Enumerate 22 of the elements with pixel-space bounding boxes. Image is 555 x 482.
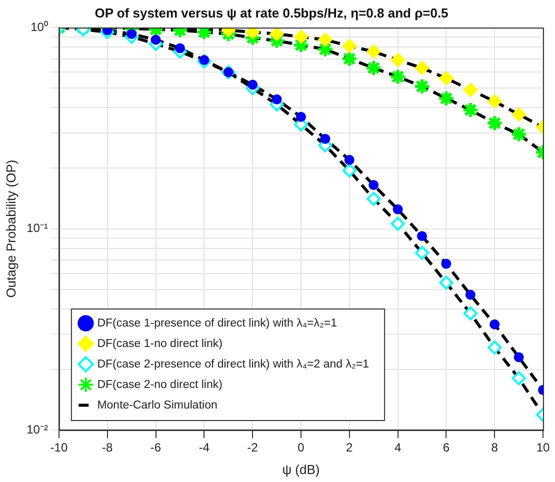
x-tick-label: -2 [247,440,258,455]
y-tick-label: 10⁻¹ [26,221,48,236]
x-tick-label: 2 [346,440,354,455]
x-tick-label: -8 [102,440,114,455]
x-tick-label: 10 [536,440,550,455]
x-tick-label: -4 [198,440,210,455]
legend-label: DF(case 1-presence of direct link) with λ₄=λ₂=1 [97,317,338,330]
x-tick-label: 4 [394,440,402,455]
x-tick-label: 6 [442,440,450,455]
legend-label: DF(case 2-presence of direct link) with λ₄=2 and λ₂=1 [97,358,370,370]
x-tick-label: -10 [50,440,68,455]
y-tick-label: 10⁰ [30,20,48,34]
y-axis-title: Outage Probability (OP) [3,160,18,298]
x-tick-label: 8 [491,440,498,455]
x-tick-label: 0 [298,440,305,455]
legend-label: DF(case 1-no direct link) [97,338,223,350]
legend-label: DF(case 2-no direct link) [97,378,223,391]
x-tick-label: -6 [150,440,162,455]
x-axis-title: ψ (dB) [282,462,320,477]
legend-label: Monte-Carlo Simulation [97,399,218,412]
chart-title: OP of system versus ψ at rate 0.5bps/Hz, η=0.8 and ρ=0.5 [94,5,448,20]
y-tick-label: 10⁻² [26,422,48,436]
